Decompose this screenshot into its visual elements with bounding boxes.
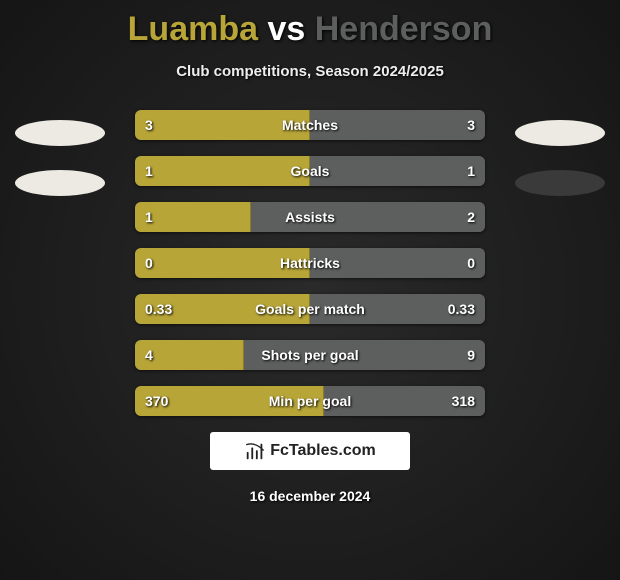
vs-text: vs xyxy=(267,10,305,48)
right-value: 1 xyxy=(457,156,485,186)
brand-logo[interactable]: FcTables.com xyxy=(210,432,410,470)
brand-text: FcTables.com xyxy=(270,442,376,460)
left-value: 1 xyxy=(135,156,163,186)
left-value: 4 xyxy=(135,340,163,370)
right-value: 9 xyxy=(457,340,485,370)
stat-row: 370318Min per goal xyxy=(135,386,485,416)
left-badges xyxy=(10,120,110,220)
left-value: 0.33 xyxy=(135,294,182,324)
team-badge xyxy=(15,120,105,146)
left-value: 0 xyxy=(135,248,163,278)
right-value: 3 xyxy=(457,110,485,140)
comparison-rows: 33Matches11Goals12Assists00Hattricks0.33… xyxy=(135,110,485,416)
left-value: 370 xyxy=(135,386,178,416)
team-badge xyxy=(515,120,605,146)
stat-row: 11Goals xyxy=(135,156,485,186)
right-bar xyxy=(251,202,486,232)
stat-row: 00Hattricks xyxy=(135,248,485,278)
right-badges xyxy=(510,120,610,220)
player1-name: Luamba xyxy=(128,10,258,48)
right-value: 0.33 xyxy=(438,294,485,324)
stat-row: 49Shots per goal xyxy=(135,340,485,370)
bar-chart-icon xyxy=(244,440,266,462)
subtitle: Club competitions, Season 2024/2025 xyxy=(0,63,620,80)
stat-row: 12Assists xyxy=(135,202,485,232)
right-value: 0 xyxy=(457,248,485,278)
left-value: 1 xyxy=(135,202,163,232)
stat-row: 0.330.33Goals per match xyxy=(135,294,485,324)
left-value: 3 xyxy=(135,110,163,140)
right-value: 318 xyxy=(442,386,485,416)
date-text: 16 december 2024 xyxy=(0,488,620,504)
stat-row: 33Matches xyxy=(135,110,485,140)
team-badge xyxy=(15,170,105,196)
right-bar xyxy=(244,340,486,370)
team-badge xyxy=(515,170,605,196)
right-value: 2 xyxy=(457,202,485,232)
comparison-title: Luamba vs Henderson xyxy=(0,0,620,49)
player2-name: Henderson xyxy=(315,10,493,48)
